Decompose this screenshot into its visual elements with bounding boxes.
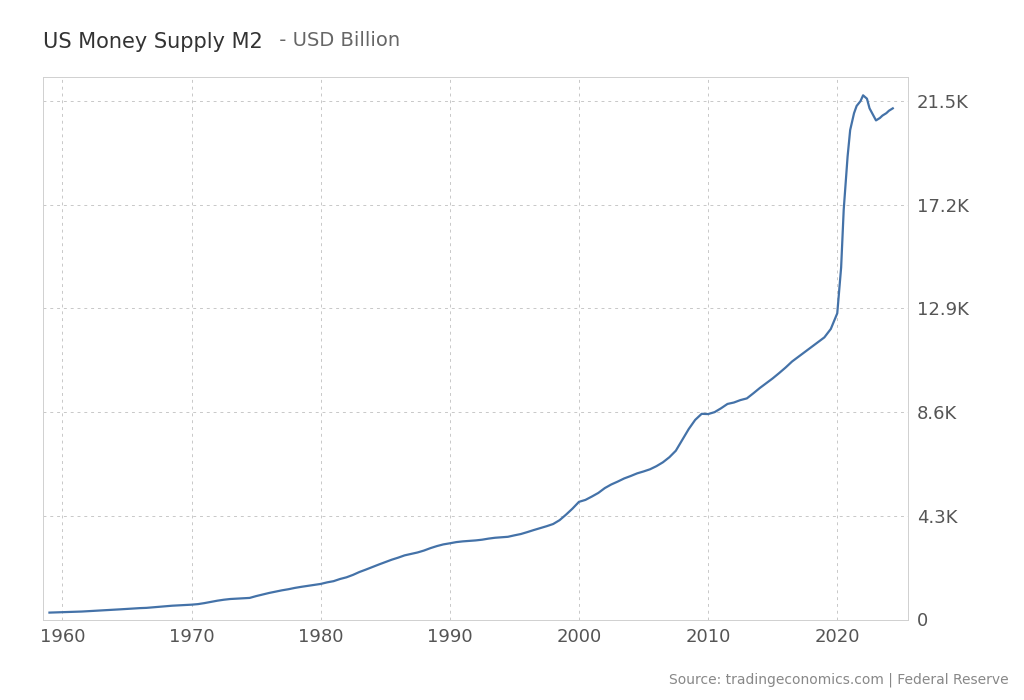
Text: US Money Supply M2: US Money Supply M2 (43, 32, 263, 52)
Text: Source: tradingeconomics.com | Federal Reserve: Source: tradingeconomics.com | Federal R… (669, 673, 1009, 687)
Text: - USD Billion: - USD Billion (273, 32, 400, 50)
